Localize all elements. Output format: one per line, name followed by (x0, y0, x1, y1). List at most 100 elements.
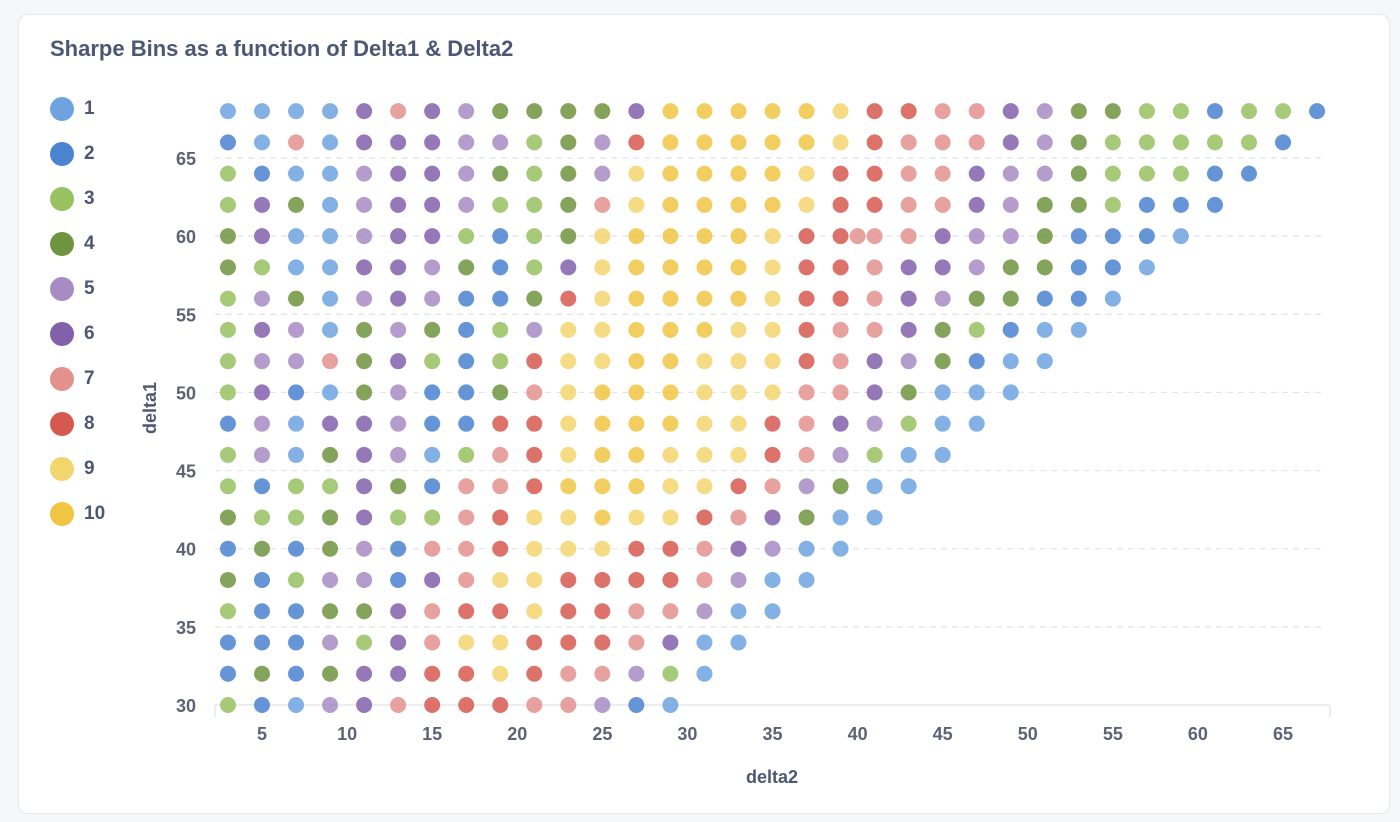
data-point[interactable] (968, 228, 985, 245)
data-point[interactable] (390, 134, 407, 151)
data-point[interactable] (492, 321, 509, 338)
data-point[interactable] (458, 571, 475, 588)
legend-item-2[interactable]: 2 (50, 131, 105, 176)
data-point[interactable] (322, 697, 339, 713)
data-point[interactable] (900, 384, 917, 401)
data-point[interactable] (288, 603, 305, 620)
data-point[interactable] (560, 415, 577, 432)
data-point[interactable] (696, 165, 713, 182)
data-point[interactable] (458, 196, 475, 213)
data-point[interactable] (526, 665, 543, 682)
data-point[interactable] (560, 603, 577, 620)
data-point[interactable] (526, 228, 543, 245)
data-point[interactable] (1138, 196, 1155, 213)
data-point[interactable] (288, 103, 305, 120)
data-point[interactable] (560, 228, 577, 245)
legend-item-10[interactable]: 10 (50, 491, 105, 536)
data-point[interactable] (356, 446, 373, 463)
data-point[interactable] (832, 228, 849, 245)
data-point[interactable] (662, 196, 679, 213)
data-point[interactable] (696, 103, 713, 120)
data-point[interactable] (424, 634, 441, 651)
data-point[interactable] (1240, 103, 1257, 120)
data-point[interactable] (594, 259, 611, 276)
data-point[interactable] (288, 228, 305, 245)
data-point[interactable] (730, 353, 747, 370)
data-point[interactable] (254, 321, 270, 338)
data-point[interactable] (696, 290, 713, 307)
data-point[interactable] (288, 665, 305, 682)
data-point[interactable] (696, 321, 713, 338)
legend-item-8[interactable]: 8 (50, 401, 105, 446)
data-point[interactable] (1309, 103, 1326, 120)
data-point[interactable] (730, 446, 747, 463)
data-point[interactable] (968, 415, 985, 432)
data-point[interactable] (526, 353, 543, 370)
data-point[interactable] (219, 478, 236, 495)
data-point[interactable] (764, 165, 781, 182)
data-point[interactable] (526, 415, 543, 432)
data-point[interactable] (628, 446, 645, 463)
data-point[interactable] (662, 290, 679, 307)
data-point[interactable] (560, 446, 577, 463)
data-point[interactable] (560, 509, 577, 526)
data-point[interactable] (458, 384, 475, 401)
data-point[interactable] (390, 665, 407, 682)
data-point[interactable] (662, 697, 679, 713)
data-point[interactable] (322, 478, 339, 495)
data-point[interactable] (1104, 165, 1121, 182)
data-point[interactable] (594, 697, 611, 713)
data-point[interactable] (832, 509, 849, 526)
data-point[interactable] (322, 259, 339, 276)
data-point[interactable] (254, 290, 270, 307)
data-point[interactable] (560, 259, 577, 276)
data-point[interactable] (322, 228, 339, 245)
data-point[interactable] (798, 571, 815, 588)
data-point[interactable] (526, 321, 543, 338)
data-point[interactable] (390, 603, 407, 620)
data-point[interactable] (424, 697, 441, 713)
data-point[interactable] (390, 415, 407, 432)
data-point[interactable] (594, 228, 611, 245)
data-point[interactable] (1036, 321, 1053, 338)
data-point[interactable] (628, 290, 645, 307)
data-point[interactable] (594, 165, 611, 182)
data-point[interactable] (254, 103, 270, 120)
data-point[interactable] (594, 603, 611, 620)
data-point[interactable] (390, 321, 407, 338)
data-point[interactable] (322, 134, 339, 151)
data-point[interactable] (1070, 228, 1087, 245)
data-point[interactable] (696, 634, 713, 651)
data-point[interactable] (219, 446, 236, 463)
data-point[interactable] (628, 384, 645, 401)
data-point[interactable] (696, 134, 713, 151)
data-point[interactable] (288, 509, 305, 526)
data-point[interactable] (356, 478, 373, 495)
data-point[interactable] (594, 353, 611, 370)
data-point[interactable] (254, 228, 270, 245)
data-point[interactable] (696, 603, 713, 620)
data-point[interactable] (1104, 259, 1121, 276)
data-point[interactable] (849, 228, 866, 245)
data-point[interactable] (356, 259, 373, 276)
data-point[interactable] (900, 415, 917, 432)
data-point[interactable] (594, 665, 611, 682)
data-point[interactable] (1002, 384, 1019, 401)
data-point[interactable] (696, 509, 713, 526)
data-point[interactable] (1002, 103, 1019, 120)
data-point[interactable] (560, 353, 577, 370)
data-point[interactable] (219, 259, 236, 276)
data-point[interactable] (798, 384, 815, 401)
data-point[interactable] (356, 509, 373, 526)
data-point[interactable] (1002, 165, 1019, 182)
data-point[interactable] (492, 103, 509, 120)
legend-item-5[interactable]: 5 (50, 266, 105, 311)
data-point[interactable] (560, 540, 577, 557)
data-point[interactable] (288, 259, 305, 276)
data-point[interactable] (662, 259, 679, 276)
data-point[interactable] (900, 321, 917, 338)
data-point[interactable] (1002, 290, 1019, 307)
data-point[interactable] (730, 196, 747, 213)
data-point[interactable] (696, 415, 713, 432)
data-point[interactable] (866, 259, 883, 276)
